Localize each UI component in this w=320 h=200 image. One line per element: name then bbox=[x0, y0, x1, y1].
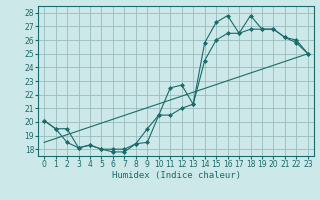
X-axis label: Humidex (Indice chaleur): Humidex (Indice chaleur) bbox=[111, 171, 241, 180]
